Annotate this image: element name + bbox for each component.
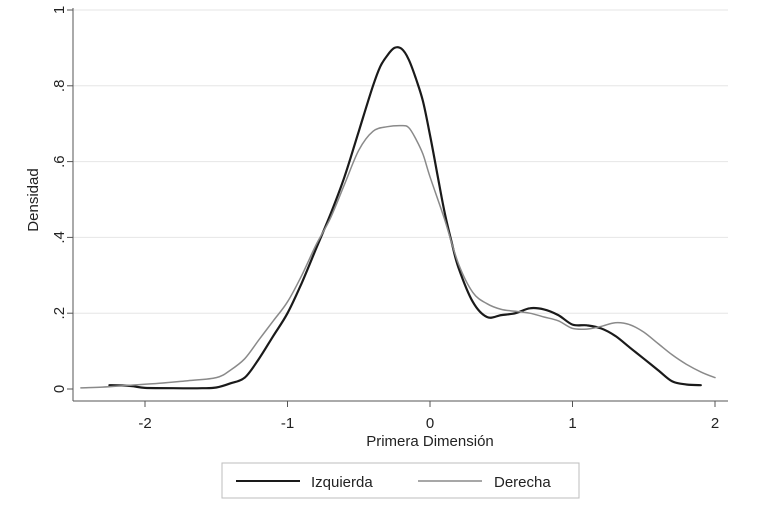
x-tick-label-3: 1 (568, 415, 576, 432)
axes: 0 .2 .4 .6 .8 1 -2 -1 0 1 2 (51, 6, 728, 432)
y-tick-label-3: .6 (51, 155, 68, 168)
x-tick-label-0: -2 (138, 415, 151, 432)
y-tick-label-2: .4 (51, 231, 68, 244)
y-tick-label-5: 1 (51, 6, 68, 14)
series-line-izquierda (108, 46, 702, 390)
x-tick-label-4: 2 (711, 415, 719, 432)
y-tick-label-0: 0 (51, 385, 68, 393)
x-tick-label-2: 0 (426, 415, 434, 432)
series-lines (80, 46, 716, 390)
legend: Izquierda Derecha (221, 462, 580, 499)
x-axis-label: Primera Dimensión (366, 433, 494, 450)
x-tick-label-1: -1 (281, 415, 294, 432)
y-tick-label-1: .2 (51, 307, 68, 320)
y-axis-label: Densidad (25, 168, 42, 231)
gridlines (73, 9, 728, 314)
series-line-derecha (80, 124, 716, 389)
legend-label-derecha: Derecha (494, 474, 551, 491)
legend-label-izquierda: Izquierda (311, 474, 373, 491)
y-tick-label-4: .8 (51, 80, 68, 93)
legend-box (221, 462, 580, 499)
